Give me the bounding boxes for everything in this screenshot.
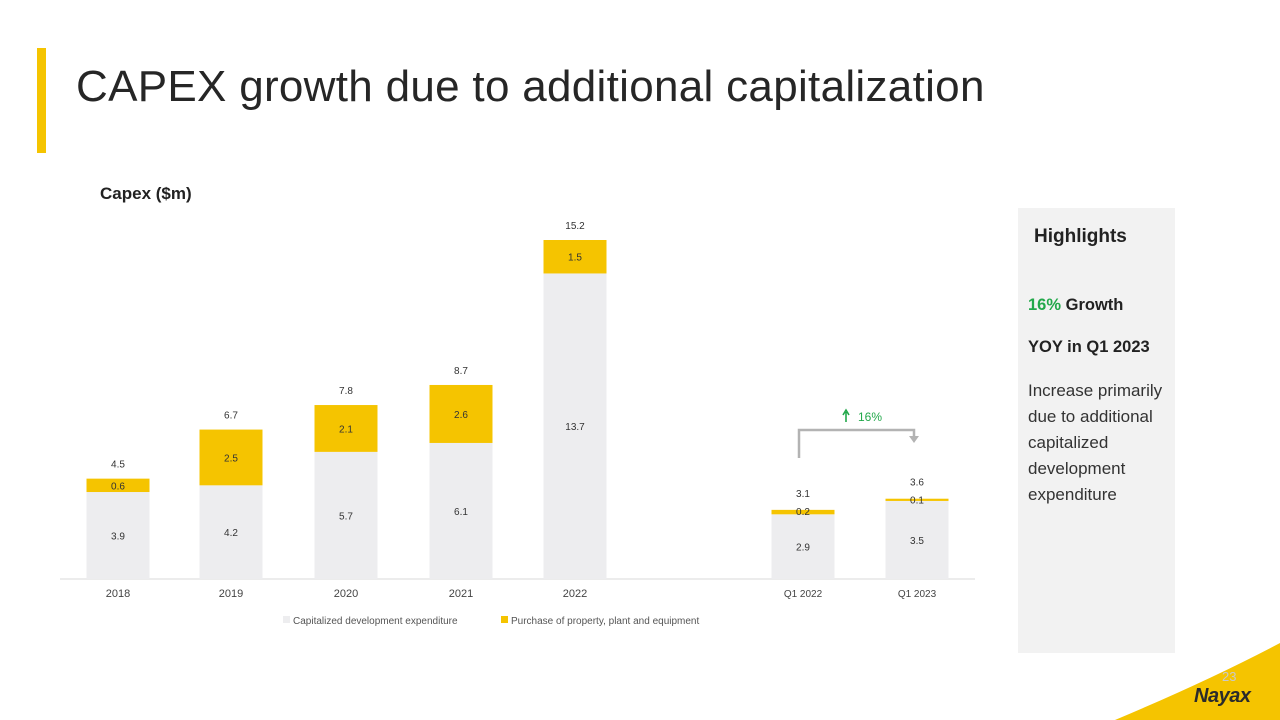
bar-ppe-4 [543,240,607,274]
bar-capitalized-4 [543,273,607,579]
label-capitalized-1: 4.2 [224,528,238,539]
legend-label-capitalized: Capitalized development expenditure [293,616,458,627]
label-total-6: 3.6 [910,478,924,489]
page-number: 23 [1222,669,1237,684]
highlights-growth-pct: 16% [1028,296,1062,314]
label-capitalized-4: 13.7 [565,422,585,433]
bar-ppe-0 [86,478,150,493]
legend-swatch-capitalized [283,616,290,623]
tick-label-2: 2020 [334,588,358,600]
tick-label-5: Q1 2022 [784,589,823,600]
tick-label-1: 2019 [219,588,243,600]
highlights-period: YOY in Q1 2023 [1028,338,1150,356]
label-capitalized-6: 3.5 [910,536,924,547]
bar-ppe-6 [885,498,949,501]
legend-label-ppe: Purchase of property, plant and equipmen… [511,616,699,627]
brand-logo: Nayax [1194,685,1251,707]
tick-label-6: Q1 2023 [898,589,937,600]
legend-swatch-ppe [501,616,508,623]
bar-capitalized-1 [199,485,263,579]
growth-bracket [797,428,916,458]
tick-label-4: 2022 [563,588,587,600]
label-total-0: 4.5 [111,460,125,471]
label-ppe-6: 0.1 [910,496,924,507]
bar-capitalized-5 [771,514,835,579]
bar-ppe-3 [429,384,493,443]
bar-ppe-2 [314,405,378,452]
label-total-3: 8.7 [454,366,468,377]
label-ppe-2: 2.1 [339,424,353,435]
chart-title: Capex ($m) [100,184,192,203]
tick-label-0: 2018 [106,588,130,600]
growth-up-arrow-icon [842,408,850,422]
capex-chart: 3.9 0.6 4.5 2018 4.2 2.5 6.7 2019 5.7 2.1 7.8 2020 6… [60,221,975,627]
highlights-growth-word: Growth [1065,296,1124,314]
label-capitalized-0: 3.9 [111,532,125,543]
label-capitalized-2: 5.7 [339,511,353,522]
label-ppe-4: 1.5 [568,253,582,264]
bar-capitalized-2 [314,451,378,579]
label-total-5: 3.1 [796,489,810,500]
bar-ppe-5 [771,509,835,515]
label-total-2: 7.8 [339,386,353,397]
growth-annotation-label: 16% [858,410,882,424]
highlights-panel [1018,208,1175,653]
bar-ppe-1 [199,429,263,486]
title-accent-bar [37,48,46,153]
label-ppe-0: 0.6 [111,481,125,492]
highlights-title: Highlights [1034,226,1127,247]
label-ppe-3: 2.6 [454,410,468,421]
highlights-description: Increase primarily due to additional cap… [1028,381,1163,504]
bar-capitalized-0 [86,492,150,579]
bar-capitalized-6 [885,500,949,579]
label-capitalized-5: 2.9 [796,543,810,554]
growth-bracket-arrowhead [909,436,919,443]
label-total-1: 6.7 [224,411,238,422]
label-ppe-1: 2.5 [224,453,238,464]
slide-title: CAPEX growth due to additional capitaliz… [76,62,985,111]
label-total-4: 15.2 [565,221,585,232]
label-ppe-5: 0.2 [796,507,810,518]
label-capitalized-3: 6.1 [454,507,468,518]
bar-capitalized-3 [429,442,493,579]
tick-label-3: 2021 [449,588,473,600]
highlights-growth: 16% Growth [1028,296,1123,315]
